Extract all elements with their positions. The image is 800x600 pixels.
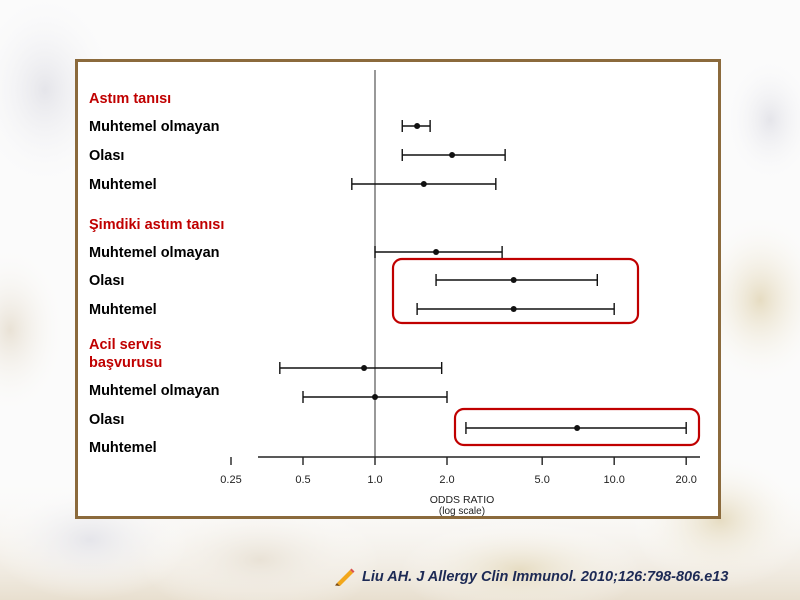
row-label: Olası — [89, 412, 124, 428]
row-label: Muhtemel olmayan — [89, 383, 220, 399]
point-estimate — [449, 152, 456, 158]
group-heading: Acil servis — [89, 337, 162, 353]
row-label: Olası — [89, 273, 124, 289]
group-heading: Şimdiki astım tanısı — [89, 217, 224, 233]
row-label: Muhtemel olmayan — [89, 245, 220, 261]
point-estimate — [510, 277, 517, 283]
x-tick-label: 5.0 — [535, 474, 550, 486]
x-tick-label: 2.0 — [439, 474, 454, 486]
group-heading: Astım tanısı — [89, 91, 171, 107]
row-label: Muhtemel — [89, 177, 157, 193]
pencil-icon — [335, 568, 355, 586]
citation: Liu AH. J Allergy Clin Immunol. 2010;126… — [334, 566, 794, 588]
point-estimate — [510, 306, 517, 312]
highlight-box-emergency — [453, 407, 701, 447]
forest-plot: Astım tanısı Muhtemel olmayan Olası Muhteme… — [89, 70, 701, 516]
row-label: Muhtemel — [89, 302, 157, 318]
x-tick-label: 1.0 — [367, 474, 382, 486]
citation-text: Liu AH. J Allergy Clin Immunol. 2010;126… — [362, 569, 729, 585]
x-tick-label: 0.5 — [295, 474, 310, 486]
point-estimate — [574, 425, 581, 431]
point-estimate — [433, 249, 440, 255]
forest-plot-panel: Astım tanısı Muhtemel olmayan Olası Muhteme… — [75, 59, 721, 519]
row-label: Muhtemel — [89, 440, 157, 456]
x-axis-note: (log scale) — [439, 506, 485, 516]
x-tick-label: 10.0 — [603, 474, 624, 486]
highlight-box-current-asthma — [391, 257, 640, 325]
group-heading: başvurusu — [89, 355, 162, 371]
point-estimate — [420, 181, 427, 187]
point-estimate — [372, 394, 378, 400]
point-estimate — [414, 123, 421, 129]
row-label: Olası — [89, 148, 124, 164]
x-tick-label: 0.25 — [220, 474, 241, 486]
x-axis-label: ODDS RATIO — [430, 494, 495, 506]
point-estimate — [361, 365, 368, 371]
x-tick-label: 20.0 — [675, 474, 696, 486]
row-label: Muhtemel olmayan — [89, 119, 220, 135]
